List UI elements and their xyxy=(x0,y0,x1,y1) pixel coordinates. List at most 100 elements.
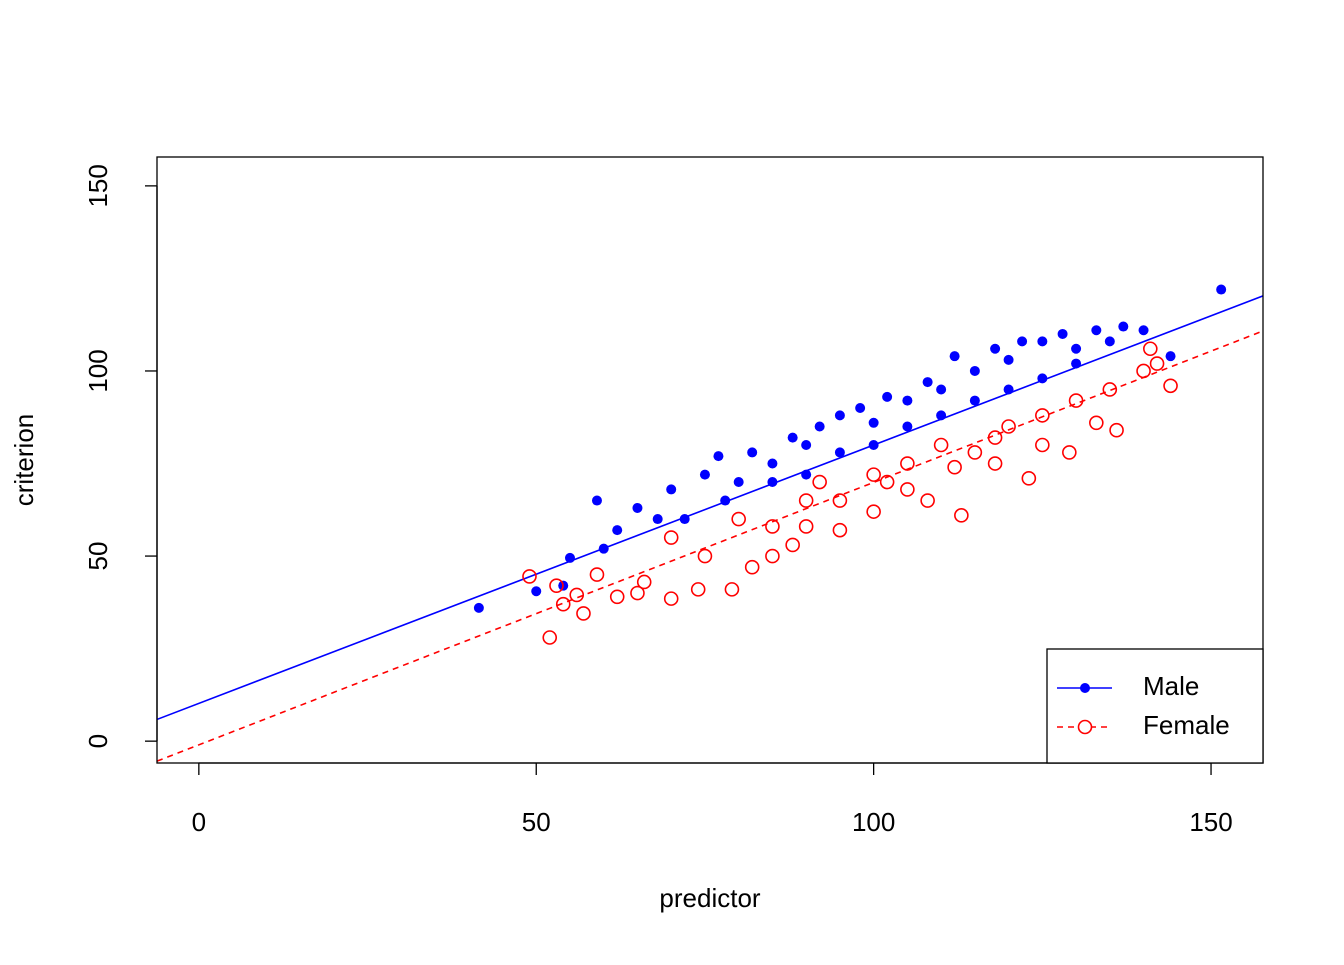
point xyxy=(1057,328,1068,339)
point xyxy=(785,537,800,553)
point xyxy=(632,502,643,513)
point xyxy=(591,495,602,506)
point xyxy=(549,578,564,593)
point xyxy=(555,596,571,612)
point xyxy=(663,530,679,545)
point xyxy=(733,477,744,488)
point xyxy=(1035,437,1050,453)
point xyxy=(969,365,980,376)
point xyxy=(900,482,915,497)
point xyxy=(1118,321,1129,332)
point xyxy=(801,440,812,451)
point xyxy=(699,469,710,480)
point xyxy=(473,602,484,613)
point xyxy=(1102,382,1118,397)
point xyxy=(636,574,652,590)
point xyxy=(1109,422,1124,438)
point xyxy=(1089,415,1104,431)
point xyxy=(798,519,814,534)
point xyxy=(902,395,913,406)
point xyxy=(967,445,983,460)
point xyxy=(832,522,848,538)
point xyxy=(767,458,778,469)
legend-marker xyxy=(1077,719,1093,735)
point xyxy=(866,504,881,519)
point xyxy=(747,447,758,458)
y-tick-label: 100 xyxy=(83,349,113,392)
point xyxy=(902,421,913,432)
point xyxy=(879,474,895,490)
point xyxy=(1216,284,1227,295)
point xyxy=(1035,408,1050,423)
point xyxy=(949,351,960,362)
point xyxy=(922,377,933,388)
point xyxy=(522,569,537,584)
point xyxy=(990,343,1001,354)
point xyxy=(1091,325,1102,336)
point xyxy=(1149,356,1165,371)
point xyxy=(744,559,760,575)
point xyxy=(969,395,980,406)
point xyxy=(697,548,713,564)
point xyxy=(933,437,949,453)
point xyxy=(724,582,740,597)
point xyxy=(1001,419,1016,434)
point xyxy=(882,391,893,402)
point xyxy=(812,474,827,490)
point xyxy=(866,467,881,482)
point xyxy=(542,630,558,645)
point xyxy=(814,421,825,432)
point xyxy=(731,511,746,527)
point xyxy=(713,451,724,462)
x-tick-label: 100 xyxy=(852,807,895,837)
point xyxy=(1138,325,1149,336)
legend-label: Female xyxy=(1143,710,1230,740)
legend-box xyxy=(1046,648,1264,764)
x-axis-label: predictor xyxy=(659,883,760,913)
point xyxy=(612,525,623,536)
point xyxy=(936,384,947,395)
x-tick-label: 50 xyxy=(522,807,551,837)
y-tick-label: 150 xyxy=(83,164,113,207)
point xyxy=(798,493,814,508)
point xyxy=(630,585,645,601)
point xyxy=(954,508,969,523)
point xyxy=(1037,336,1048,347)
point xyxy=(1104,336,1115,347)
point xyxy=(1021,471,1037,486)
point xyxy=(1071,343,1082,354)
point xyxy=(787,432,798,443)
point xyxy=(1165,351,1176,362)
point xyxy=(1143,341,1158,357)
plot-border xyxy=(156,156,1264,764)
point xyxy=(666,484,677,495)
point xyxy=(920,493,935,508)
point xyxy=(531,586,542,597)
regression-line xyxy=(157,295,1263,721)
x-tick-label: 150 xyxy=(1189,807,1232,837)
point xyxy=(832,493,848,508)
point xyxy=(765,519,780,534)
point xyxy=(609,589,625,605)
point xyxy=(1062,445,1077,460)
point xyxy=(947,459,962,475)
y-tick-label: 50 xyxy=(83,542,113,571)
point xyxy=(868,417,879,428)
point xyxy=(834,447,845,458)
point xyxy=(1003,354,1014,365)
point xyxy=(765,548,780,564)
point xyxy=(855,402,866,413)
y-axis-label: criterion xyxy=(9,414,39,506)
point xyxy=(569,587,585,603)
point xyxy=(1017,336,1028,347)
plot-area xyxy=(157,284,1263,762)
point xyxy=(576,606,591,621)
y-tick-label: 0 xyxy=(83,734,113,748)
point xyxy=(589,567,605,582)
legend-label: Male xyxy=(1143,671,1199,701)
legend-marker xyxy=(1080,683,1090,693)
x-tick-label: 0 xyxy=(192,807,206,837)
